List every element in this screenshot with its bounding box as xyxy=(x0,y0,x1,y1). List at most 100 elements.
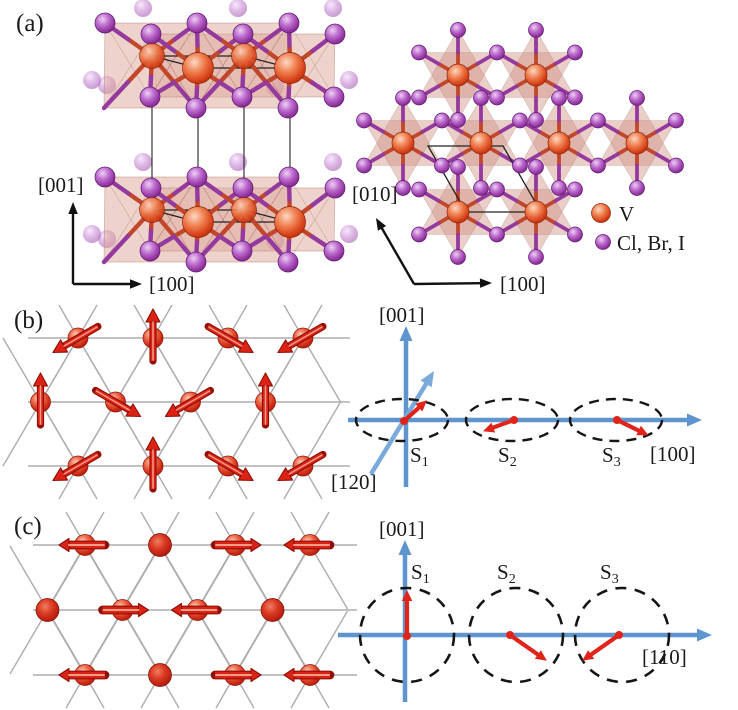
axis-label-001-c: [001] xyxy=(379,517,425,541)
halide-atom xyxy=(489,226,505,243)
spin-arrow xyxy=(58,667,110,683)
halide-atom xyxy=(629,180,645,196)
spin-label: S2 xyxy=(497,560,516,587)
spin-arrow xyxy=(98,602,150,618)
axis-arrow-010-top xyxy=(376,218,416,285)
axis-label-100-top: [100] xyxy=(500,272,546,296)
halide-atom xyxy=(551,90,567,106)
axis-label-001-b: [001] xyxy=(379,303,425,327)
spin-orbit-ellipse xyxy=(568,397,664,443)
spin-label: S1 xyxy=(410,443,429,470)
halide-atom xyxy=(277,251,299,273)
halide-atom-back xyxy=(83,225,101,243)
vanadium-atom xyxy=(446,63,470,87)
panel-b-label: (b) xyxy=(14,307,43,334)
spin-arrow xyxy=(91,386,142,418)
legend-vanadium-sphere xyxy=(591,203,611,223)
axis-label-010-top: [010] xyxy=(352,182,398,206)
axis-arrow-100-top xyxy=(413,278,492,288)
halide-atom xyxy=(324,23,346,45)
halide-atom-back xyxy=(229,0,247,17)
halide-atom xyxy=(567,181,583,198)
panel-c-spin-lattice xyxy=(9,511,357,709)
legend-halide-sphere xyxy=(595,234,611,250)
halide-atom xyxy=(528,249,544,265)
halide-atom xyxy=(411,181,427,198)
spin-arrow xyxy=(164,386,215,418)
spin-orbit-ellipse xyxy=(464,397,560,443)
spin-atom-out-of-plane xyxy=(148,533,172,557)
spin-label: S3 xyxy=(600,560,619,587)
spin-arrow xyxy=(145,436,161,493)
halide-atom-back xyxy=(324,0,342,17)
halide-atom xyxy=(277,97,299,119)
halide-atom xyxy=(450,159,466,175)
halide-atom-back xyxy=(229,153,247,171)
halide-atom xyxy=(567,44,583,61)
spin-label: S3 xyxy=(602,443,621,470)
halide-atom xyxy=(186,166,208,188)
halide-atom xyxy=(232,23,254,45)
axis-arrow-001-side xyxy=(68,202,78,284)
halide-atom-back xyxy=(324,153,342,171)
spin-arrow xyxy=(58,537,110,553)
halide-atom xyxy=(450,22,466,38)
legend: V Cl, Br, I xyxy=(591,202,685,255)
halide-atom xyxy=(668,112,684,129)
axis-label-100-side: [100] xyxy=(149,272,195,296)
halide-atom xyxy=(411,89,427,106)
spin-arrow xyxy=(32,372,49,429)
vanadium-atom xyxy=(469,131,493,155)
halide-atom xyxy=(590,157,606,174)
halide-atom xyxy=(140,177,162,199)
vanadium-atom xyxy=(182,52,214,84)
halide-atom xyxy=(356,157,372,174)
spin-label: S2 xyxy=(498,443,517,470)
axis-arrow-horizontal xyxy=(338,628,712,642)
spin-vector-arrow xyxy=(402,400,427,423)
spin-arrow xyxy=(204,450,254,482)
spin-label: S1 xyxy=(411,560,430,587)
halide-atom xyxy=(473,180,489,196)
axis-arrow-diagonal xyxy=(369,371,434,476)
halide-atom xyxy=(231,86,253,108)
spin-arrow xyxy=(210,667,262,683)
halide-atom xyxy=(356,112,372,129)
halide-atom xyxy=(512,112,528,129)
spin-arrow xyxy=(52,322,102,354)
halide-atom-back xyxy=(340,71,358,89)
halide-atom xyxy=(185,251,207,273)
spin-vector-arrow xyxy=(582,633,621,661)
panel-a-label: (a) xyxy=(16,10,44,37)
vanadium-atom xyxy=(625,131,649,155)
halide-atom xyxy=(94,166,116,188)
spin-arrow xyxy=(210,537,262,553)
halide-atom xyxy=(528,159,544,175)
spin-vector-arrow xyxy=(616,418,649,436)
halide-atom xyxy=(139,86,161,108)
halide-atom xyxy=(94,12,116,34)
halide-atom xyxy=(567,89,583,106)
vanadium-atom xyxy=(524,63,548,87)
halide-atom xyxy=(140,23,162,45)
vanadium-atom xyxy=(446,200,470,224)
panel-c-label: (c) xyxy=(14,513,42,540)
halide-atom xyxy=(473,90,489,106)
halide-atom xyxy=(489,44,505,61)
spin-atom-out-of-plane xyxy=(148,663,172,687)
halide-atom xyxy=(411,44,427,61)
axis-label-110-c: [110] xyxy=(642,645,687,669)
spin-axes-diagram: S1 S2 S3 xyxy=(348,326,702,487)
halide-atom xyxy=(278,12,300,34)
spin-axes-diagram: S1 S2 S3 xyxy=(338,540,712,702)
atoms xyxy=(94,166,346,273)
axis-label-120-b: [120] xyxy=(331,470,377,494)
spin-orbit-circle xyxy=(573,586,671,684)
halide-atom xyxy=(668,157,684,174)
halide-atom xyxy=(489,181,505,198)
halide-atom xyxy=(411,226,427,243)
halide-atom xyxy=(528,22,544,38)
panel-b-spin-diagram: S1 S2 S3 xyxy=(348,326,702,487)
panel-a-axes xyxy=(68,202,492,289)
